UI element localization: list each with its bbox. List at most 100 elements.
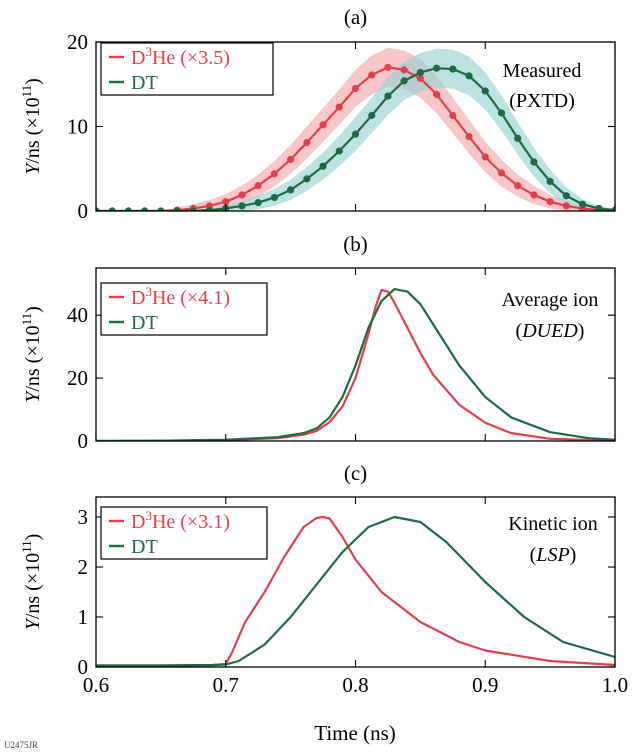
y-axis-label: Y/ns (×1011)	[19, 78, 44, 175]
series-line-d3he	[96, 288, 615, 441]
paren: (	[516, 320, 523, 342]
data-point-d3he	[303, 138, 311, 147]
figure-id: U2475JR	[4, 740, 38, 750]
legend-box	[100, 506, 268, 560]
data-point-d3he	[222, 198, 230, 206]
data-point-d3he	[514, 182, 522, 190]
y-axis-label: Y/ns (×1011)	[19, 534, 44, 631]
data-point-dt	[497, 109, 506, 117]
legend-name: DT	[131, 72, 158, 94]
panel-label: (c)	[344, 461, 367, 485]
paren: )	[570, 544, 577, 566]
legend-rest: He (×3.5)	[152, 47, 230, 69]
legend-entry-dt: DT	[131, 312, 158, 334]
data-point-dt	[205, 206, 214, 211]
data-point-dt	[384, 92, 392, 100]
data-point-dt	[368, 111, 376, 120]
y-axis-label-var: Y	[22, 617, 44, 630]
data-point-d3he	[546, 198, 554, 206]
code-name: LSP	[535, 544, 569, 566]
legend-name: DT	[131, 536, 158, 558]
panel-label: (a)	[344, 5, 367, 29]
y-axis-label-unit: /ns (×10	[22, 325, 44, 391]
y-axis-label-unit: /ns (×10	[22, 97, 44, 163]
data-point-dt	[319, 162, 327, 170]
uncertainty-band-d3he	[96, 47, 615, 211]
code-name: DUED	[521, 320, 578, 342]
y-axis-label-exp: 11	[19, 313, 34, 326]
y-tick-label: 3	[78, 505, 89, 529]
legend-entry-dt: DT	[131, 72, 158, 94]
series-line-d3he	[96, 515, 615, 667]
legend-name: D	[131, 287, 145, 309]
legend-name: DT	[131, 312, 158, 334]
data-point-d3he	[254, 182, 262, 190]
data-point-dt	[449, 65, 457, 73]
x-tick-label: 1.0	[602, 673, 628, 697]
data-point-d3he	[481, 153, 489, 161]
data-point-dt	[238, 202, 246, 210]
panel-annotation-code: (LSP)	[530, 544, 577, 566]
panel-annotation-title: Average ion	[502, 289, 599, 311]
data-point-d3he	[530, 191, 538, 199]
plot-area	[96, 287, 615, 441]
data-point-d3he	[319, 121, 327, 129]
y-axis-label-unit: /ns (×10	[22, 553, 44, 619]
data-point-dt	[465, 72, 473, 80]
legend-entry-d3he: D3He (×4.1)	[131, 284, 230, 309]
data-point-dt	[514, 134, 522, 142]
data-point-d3he	[287, 155, 295, 164]
data-point-dt	[270, 193, 279, 202]
data-point-d3he	[238, 191, 246, 199]
data-point-d3he	[432, 90, 441, 98]
legend: D3He (×3.1) DT	[100, 506, 268, 560]
legend-name: D	[131, 511, 145, 533]
panel-annotation-title: Measured	[503, 60, 582, 82]
paren: )	[578, 320, 585, 342]
legend-sup: 3	[145, 284, 152, 299]
data-point-dt	[96, 207, 100, 211]
data-point-dt	[141, 207, 149, 211]
y-axis-label-close: )	[22, 306, 44, 313]
plot-area	[96, 515, 615, 667]
data-point-dt	[351, 130, 360, 138]
legend-box	[100, 282, 268, 336]
data-point-d3he	[416, 74, 424, 82]
data-point-dt	[481, 87, 489, 95]
x-axis-label: Time (ns)	[314, 721, 396, 745]
data-point-dt	[303, 175, 311, 183]
panel-b: (b) 0 20 40 Y/ns (×1011) D3He (×4.1) DT Average…	[19, 232, 616, 453]
data-point-d3he	[351, 84, 360, 93]
data-point-dt	[173, 207, 181, 211]
data-point-d3he	[449, 111, 457, 120]
legend-rest: He (×3.1)	[152, 511, 230, 533]
x-tick-label: 0.7	[213, 673, 239, 697]
y-axis-label-close: )	[22, 534, 44, 541]
legend-box	[100, 42, 274, 96]
data-point-d3he	[368, 71, 376, 79]
panel-annotation-title: Kinetic ion	[508, 513, 597, 535]
data-point-dt	[611, 206, 615, 211]
paren: (	[530, 544, 537, 566]
data-point-dt	[287, 186, 295, 194]
y-tick-label: 0	[78, 199, 89, 223]
y-tick-label: 0	[78, 655, 89, 679]
y-tick-label: 1	[78, 605, 89, 629]
data-point-dt	[189, 207, 197, 211]
legend-rest: He (×4.1)	[152, 287, 230, 309]
data-point-d3he	[270, 170, 279, 178]
data-point-d3he	[400, 66, 408, 74]
legend-entry-dt: DT	[131, 536, 158, 558]
data-point-dt	[335, 147, 343, 155]
panel-a: (a) 0 10 20 Y/ns (×1011) D3He (×3.5) DT Measure…	[19, 5, 616, 223]
data-point-dt	[124, 207, 133, 211]
data-point-dt	[432, 64, 441, 72]
data-point-d3he	[465, 133, 473, 141]
legend-sup: 3	[145, 44, 152, 59]
series-line-dt	[96, 287, 615, 441]
data-point-d3he	[562, 202, 570, 210]
legend-sup: 3	[145, 508, 152, 523]
y-axis-label-exp: 11	[19, 85, 34, 98]
x-tick-label: 0.9	[472, 673, 498, 697]
